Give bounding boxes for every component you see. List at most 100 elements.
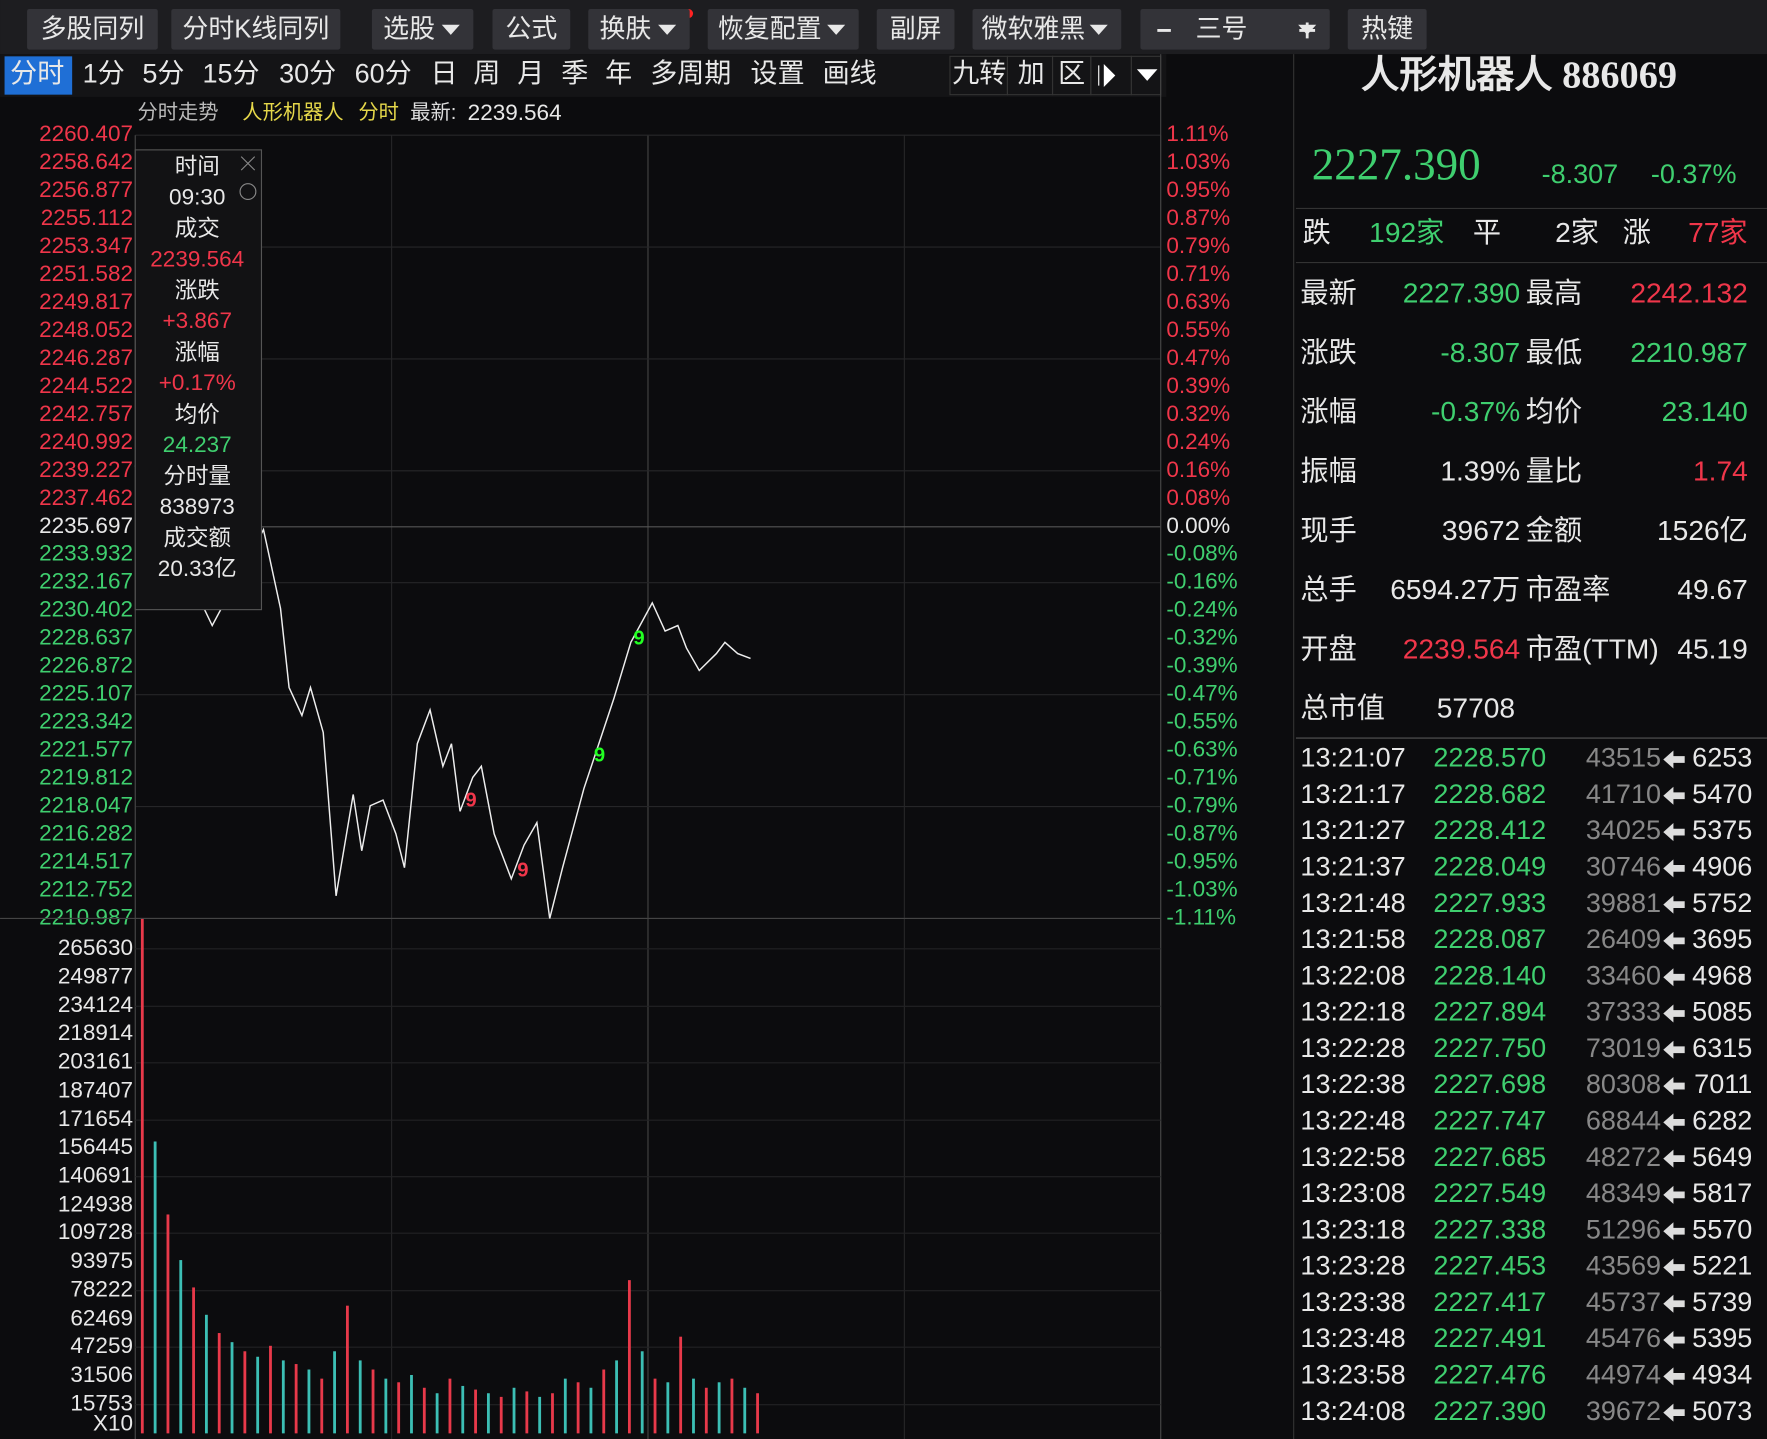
- y-tick-label: 2219.812: [39, 764, 133, 789]
- volume-bar: [230, 1342, 234, 1434]
- toolbar-button[interactable]: [1140, 9, 1330, 50]
- volume-bar: [166, 1214, 170, 1434]
- period-tab[interactable]: 30分: [279, 59, 336, 89]
- tick-time: 13:24:08: [1300, 1396, 1405, 1426]
- volume-bar: [717, 1382, 721, 1434]
- tick-volume: 41710: [1586, 779, 1661, 809]
- period-tab[interactable]: 周: [473, 59, 500, 89]
- direction-arrow: [1663, 1004, 1685, 1023]
- period-tab[interactable]: 画线: [823, 59, 877, 89]
- settings-icon[interactable]: [239, 183, 257, 201]
- tool-tab[interactable]: 九转: [952, 59, 1006, 89]
- toolbar-button[interactable]: [876, 9, 955, 50]
- tick-volume: 34025: [1586, 815, 1661, 845]
- tick-volume: 80308: [1586, 1069, 1661, 1099]
- toolbar-button[interactable]: [171, 9, 341, 50]
- direction-arrow: [1663, 1222, 1685, 1241]
- tick-time: 13:23:18: [1300, 1214, 1405, 1244]
- stat-value: 23.140: [1662, 395, 1748, 427]
- tool-tab[interactable]: 区: [1058, 59, 1085, 89]
- y-tick-label: 2258.642: [39, 149, 133, 174]
- tick-price: 2228.140: [1433, 960, 1546, 990]
- pct-tick-label: 1.11%: [1166, 121, 1228, 146]
- period-tab[interactable]: 60分: [355, 59, 412, 89]
- period-tab[interactable]: 1分: [83, 59, 125, 89]
- y-tick-label: 2233.932: [39, 541, 133, 566]
- tick-price: 2227.476: [1433, 1359, 1546, 1389]
- volume-bar: [217, 1333, 221, 1434]
- period-tab[interactable]: 分时: [10, 59, 64, 89]
- volume-tick-label: 93975: [70, 1248, 133, 1273]
- dropdown-arrow: [441, 24, 460, 35]
- stat-label: 金额: [1526, 514, 1582, 546]
- tooltip-label: 成交额: [163, 526, 231, 551]
- volume-bar: [294, 1364, 298, 1434]
- period-tab[interactable]: 多周期: [650, 59, 731, 89]
- volume-bar: [320, 1378, 324, 1434]
- button-label: 选股: [383, 14, 435, 43]
- tool-tab[interactable]: 加: [1018, 59, 1045, 89]
- volume-tick-label: 78222: [70, 1277, 133, 1302]
- volume-bar: [192, 1287, 195, 1434]
- tab-icons: [1098, 63, 1158, 88]
- tick-price: 2228.682: [1433, 779, 1546, 809]
- volume-bar: [269, 1345, 272, 1434]
- volume-bar: [589, 1387, 593, 1434]
- pct-tick-label: 0.55%: [1166, 317, 1230, 342]
- toolbar-button[interactable]: [1347, 9, 1427, 50]
- period-tab[interactable]: 15分: [202, 59, 259, 89]
- stat-label: 涨幅: [1300, 395, 1356, 427]
- volume-bar: [204, 1314, 208, 1434]
- tick-time: 13:22:48: [1300, 1105, 1405, 1135]
- tick-count: 5375: [1692, 815, 1752, 845]
- stat-label: 均价: [1526, 395, 1582, 427]
- breadth-value: 2家: [1555, 216, 1599, 248]
- period-tab[interactable]: 年: [605, 59, 632, 89]
- period-tab[interactable]: 日: [431, 59, 458, 89]
- pct-tick-label: 1.03%: [1166, 149, 1230, 174]
- y-tick-label: 2216.282: [39, 820, 133, 845]
- volume-bar: [679, 1336, 683, 1434]
- toolbar-button[interactable]: [588, 9, 690, 50]
- tooltip-label: 涨跌: [175, 278, 220, 303]
- tick-count: 6315: [1692, 1033, 1752, 1063]
- direction-arrow: [1663, 1331, 1685, 1350]
- volume-bar: [422, 1387, 426, 1434]
- period-tab[interactable]: 5分: [142, 59, 184, 89]
- tick-count: 5649: [1692, 1142, 1752, 1172]
- pct-tick-label: -1.11%: [1166, 904, 1236, 929]
- toolbar-button[interactable]: [707, 9, 859, 50]
- tick-volume: 39672: [1586, 1396, 1661, 1426]
- tick-time: 13:21:17: [1300, 779, 1405, 809]
- toolbar-button[interactable]: [371, 9, 474, 50]
- active-tab: [4, 56, 73, 95]
- tick-count: 4934: [1692, 1359, 1752, 1389]
- toolbar-button[interactable]: [27, 9, 158, 50]
- volume-bar: [410, 1374, 413, 1434]
- signal-marker: 9: [465, 790, 476, 812]
- direction-arrow: [1663, 786, 1685, 805]
- period-tab[interactable]: 季: [561, 59, 588, 89]
- tick-price: 2227.750: [1433, 1033, 1546, 1063]
- volume-tick-label: 171654: [58, 1106, 133, 1131]
- tick-volume: 45737: [1586, 1287, 1661, 1317]
- y-tick-label: 2223.342: [39, 709, 133, 734]
- volume-bar: [666, 1382, 670, 1434]
- tooltip-value: 838973: [160, 494, 235, 519]
- y-tick-label: 2230.402: [39, 597, 133, 622]
- period-tab[interactable]: 设置: [751, 59, 805, 89]
- toolbar-button[interactable]: [972, 9, 1122, 50]
- y-tick-label: 2237.462: [39, 485, 133, 510]
- direction-arrow: [1663, 1040, 1685, 1059]
- volume-bar: [704, 1387, 708, 1434]
- volume-bar: [653, 1378, 657, 1434]
- toolbar-button[interactable]: [492, 9, 571, 50]
- volume-tick-label: 62469: [70, 1305, 133, 1330]
- tick-count: 6253: [1692, 743, 1752, 773]
- tick-count: 7011: [1694, 1069, 1752, 1099]
- y-tick-label: 2246.287: [39, 345, 133, 370]
- signal-marker: 9: [594, 744, 605, 766]
- stat-value: 49.67: [1677, 573, 1747, 605]
- period-tab[interactable]: 月: [517, 59, 544, 89]
- signal-marker: 9: [633, 627, 644, 649]
